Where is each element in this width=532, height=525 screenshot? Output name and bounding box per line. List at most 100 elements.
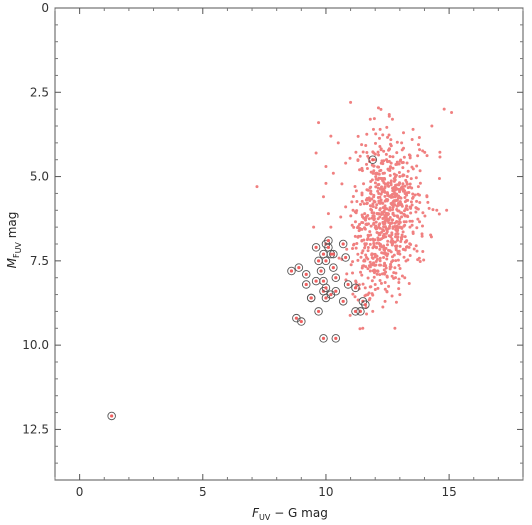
data-point — [369, 224, 373, 228]
data-point — [403, 276, 407, 280]
data-point — [363, 227, 367, 231]
data-point — [358, 327, 362, 331]
circled-data-point — [368, 155, 377, 164]
data-point — [378, 244, 382, 248]
data-point — [401, 230, 405, 234]
y-tick-label: 2.5 — [30, 85, 49, 99]
data-point — [397, 220, 401, 224]
data-point — [368, 186, 372, 190]
data-point — [408, 154, 412, 158]
data-point — [392, 186, 396, 190]
data-point — [365, 238, 369, 242]
data-point — [435, 208, 439, 212]
data-point — [396, 238, 400, 242]
data-point — [362, 202, 366, 206]
data-point — [379, 176, 383, 180]
data-point — [378, 233, 382, 237]
circled-data-point — [331, 286, 341, 296]
data-point — [321, 195, 325, 199]
data-point — [395, 214, 399, 218]
data-point — [369, 285, 373, 289]
data-point — [430, 124, 434, 128]
data-point — [387, 147, 391, 151]
data-point — [378, 208, 382, 212]
data-point — [374, 269, 378, 273]
circled-data-point — [311, 276, 321, 286]
circled-data-point — [338, 239, 348, 249]
data-point — [370, 253, 374, 257]
data-point — [377, 241, 381, 245]
data-point — [421, 211, 425, 215]
data-point — [378, 187, 382, 191]
data-point — [381, 206, 385, 210]
circled-data-point — [331, 334, 341, 343]
circled-point-dot — [324, 296, 328, 300]
data-point — [383, 221, 387, 225]
data-point — [361, 282, 365, 286]
data-point — [379, 212, 383, 216]
data-point — [363, 218, 367, 222]
data-point — [376, 196, 380, 200]
data-point — [372, 117, 376, 121]
data-point — [386, 183, 390, 187]
data-point — [398, 244, 402, 248]
data-point — [418, 220, 422, 224]
data-point — [450, 111, 454, 115]
data-point — [422, 258, 426, 262]
data-point — [372, 261, 376, 265]
data-point — [382, 232, 386, 236]
data-point — [383, 287, 387, 291]
data-point — [383, 281, 387, 285]
data-point — [392, 179, 396, 183]
data-point — [438, 150, 442, 154]
circled-point-dot — [334, 289, 338, 293]
data-point — [351, 271, 355, 275]
circled-point-ring — [321, 293, 331, 303]
data-point — [351, 195, 355, 199]
data-point — [401, 166, 405, 170]
data-point — [397, 287, 401, 291]
data-point — [378, 237, 382, 241]
data-point — [391, 239, 395, 243]
data-point — [372, 169, 376, 173]
data-point — [366, 276, 370, 280]
data-point — [385, 289, 389, 293]
circled-point-dot — [344, 255, 348, 260]
data-point — [370, 279, 374, 283]
data-point — [379, 168, 383, 172]
data-point — [379, 281, 383, 285]
data-point — [377, 192, 381, 196]
circled-point-dot — [331, 252, 335, 256]
data-point — [388, 206, 392, 210]
circled-data-point — [351, 283, 360, 293]
data-point — [414, 210, 418, 214]
data-point — [388, 173, 392, 177]
circled-data-point — [343, 280, 353, 289]
data-point — [400, 211, 404, 215]
circled-data-point — [351, 307, 360, 316]
data-point — [353, 234, 357, 238]
data-point — [362, 216, 366, 220]
data-point — [421, 149, 425, 153]
data-point — [369, 192, 373, 196]
data-point — [399, 239, 403, 243]
data-point — [360, 199, 364, 203]
data-point — [354, 189, 358, 193]
data-point — [427, 206, 431, 210]
data-point — [374, 185, 378, 189]
circled-point-dot — [294, 316, 298, 320]
data-point — [371, 171, 375, 175]
data-point — [358, 154, 362, 158]
data-points — [107, 100, 454, 421]
data-point — [353, 185, 357, 189]
data-point — [395, 198, 399, 202]
data-point — [362, 182, 366, 186]
data-point — [376, 150, 380, 154]
data-point — [400, 148, 404, 152]
data-point — [401, 173, 405, 177]
data-point — [372, 195, 376, 199]
data-point — [400, 274, 404, 278]
data-point — [356, 252, 360, 256]
data-point — [391, 211, 395, 215]
data-point — [392, 192, 396, 196]
